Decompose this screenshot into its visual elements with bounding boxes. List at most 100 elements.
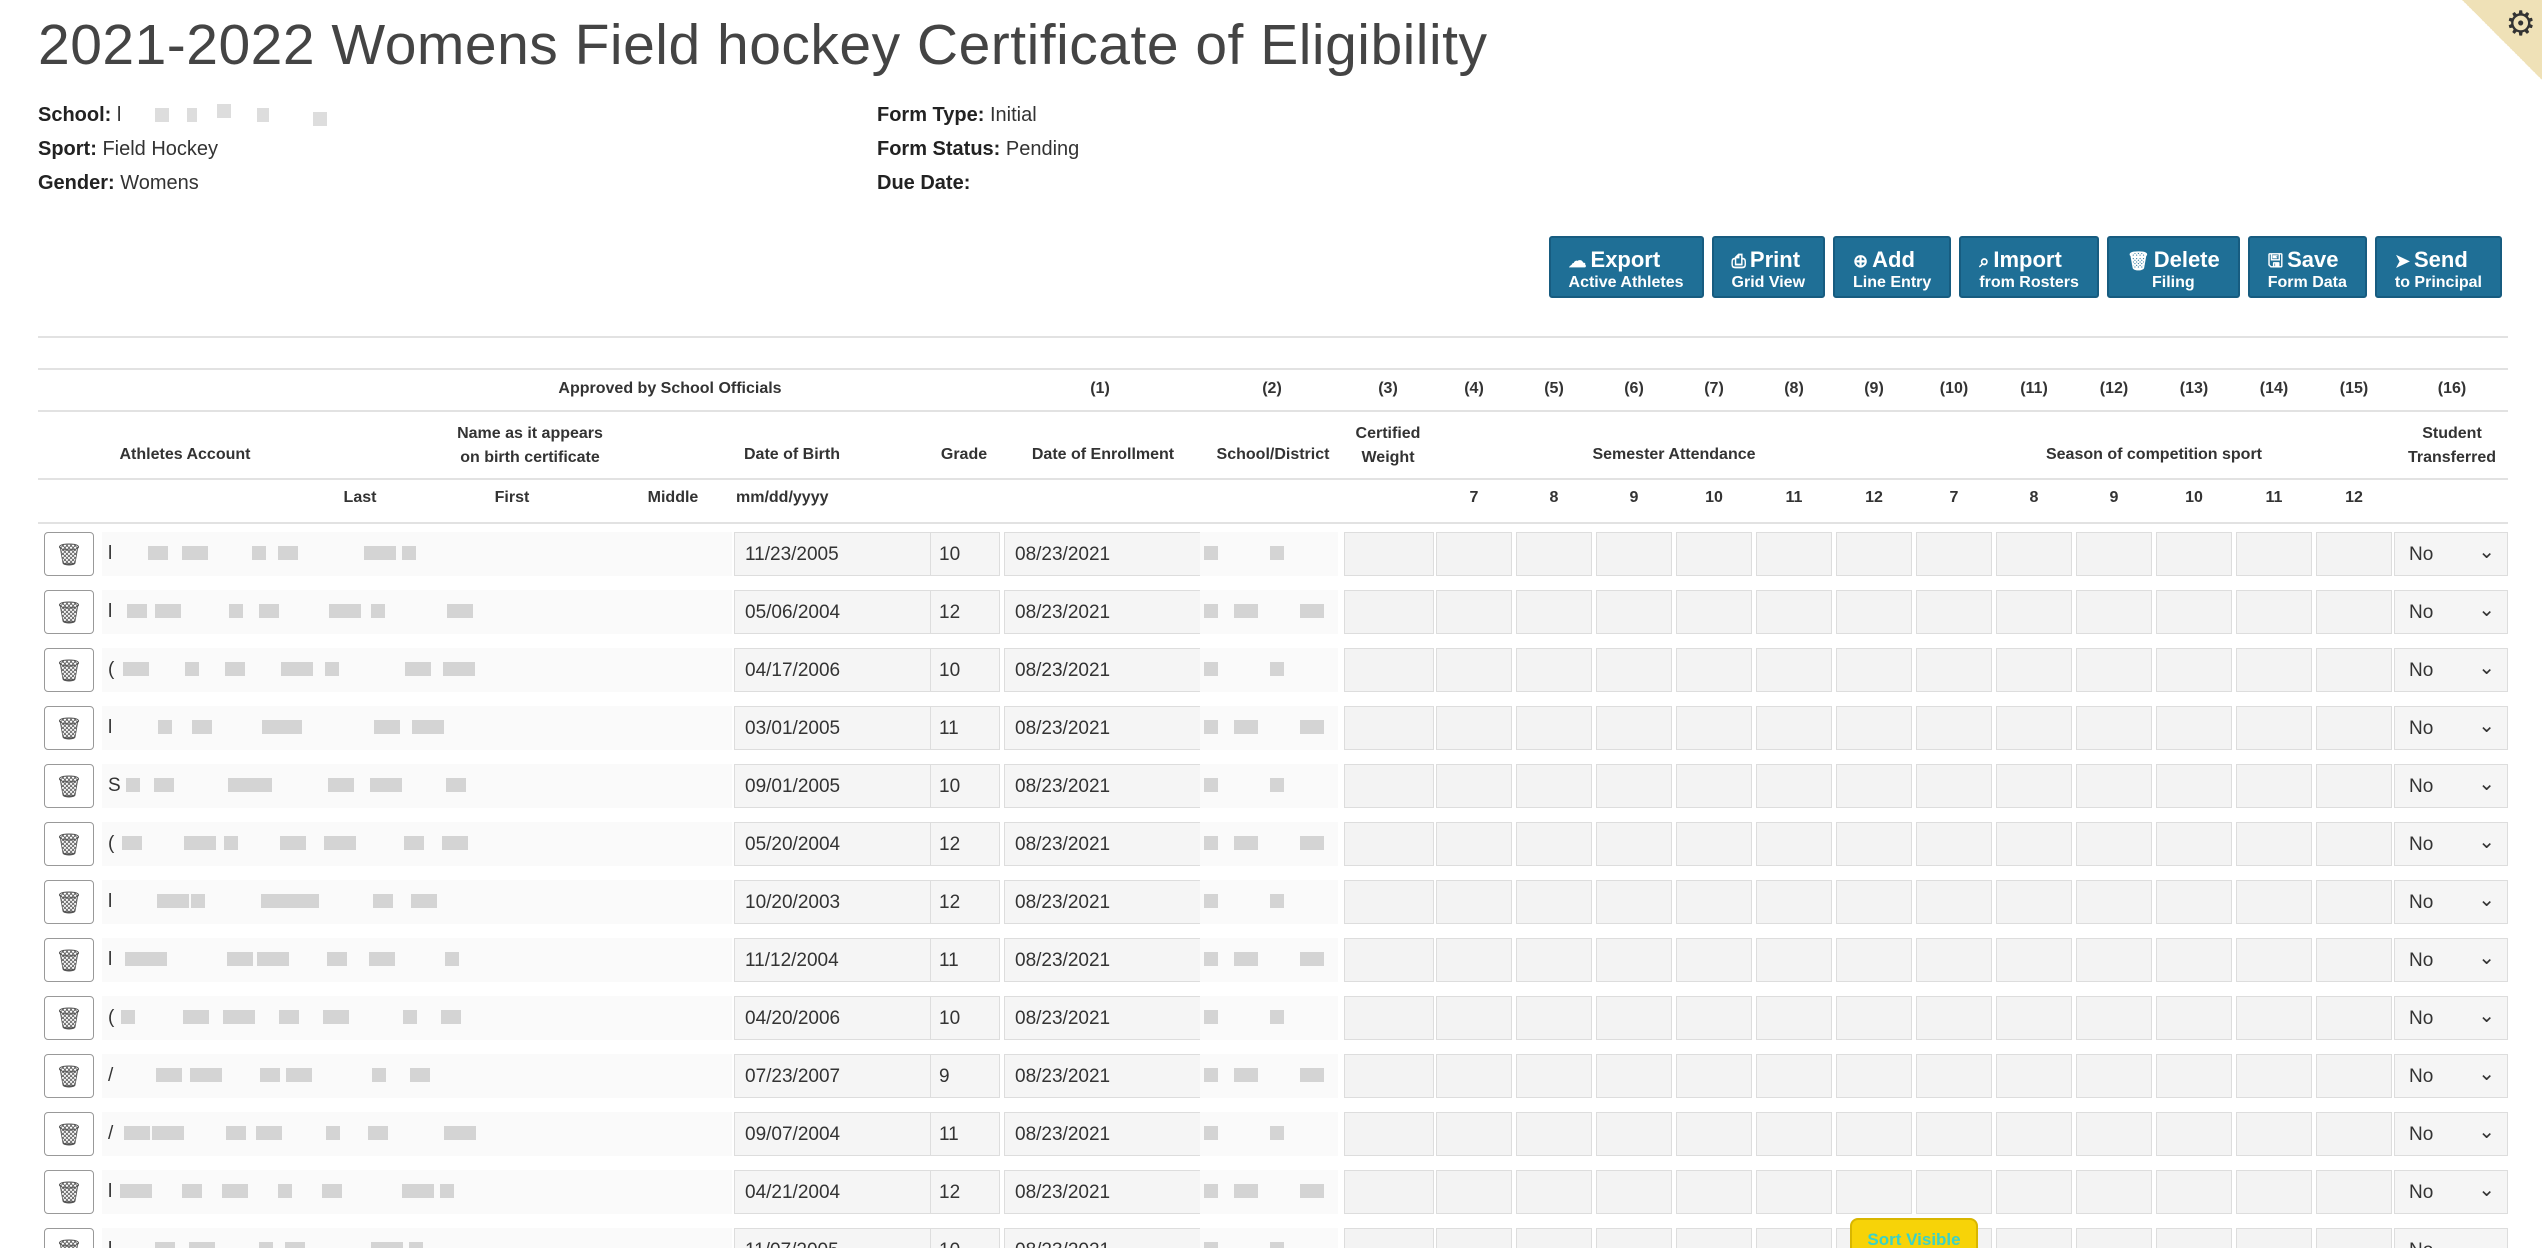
attendance-input[interactable] <box>1996 880 2072 924</box>
attendance-input[interactable] <box>1836 1054 1912 1098</box>
attendance-input[interactable] <box>2316 1170 2392 1214</box>
attendance-input[interactable] <box>1836 1112 1912 1156</box>
attendance-input[interactable] <box>2156 590 2232 634</box>
attendance-input[interactable] <box>2156 706 2232 750</box>
attendance-input[interactable] <box>1996 648 2072 692</box>
attendance-input[interactable] <box>1516 1112 1592 1156</box>
athlete-name-redacted[interactable]: l <box>102 1228 732 1248</box>
athlete-name-redacted[interactable]: ( <box>102 822 732 866</box>
attendance-input[interactable] <box>1436 1054 1512 1098</box>
attendance-input[interactable] <box>1996 1054 2072 1098</box>
attendance-input[interactable] <box>1436 1170 1512 1214</box>
athlete-name-redacted[interactable]: S <box>102 764 732 808</box>
attendance-input[interactable] <box>1596 590 1672 634</box>
attendance-input[interactable] <box>2236 532 2312 576</box>
attendance-input[interactable] <box>1836 822 1912 866</box>
attendance-input[interactable] <box>1676 996 1752 1040</box>
transferred-select[interactable]: No ⌄ <box>2394 938 2508 982</box>
save-button[interactable]: 🖫 Save Form Data <box>2247 236 2367 298</box>
transferred-select[interactable]: No ⌄ <box>2394 764 2508 808</box>
attendance-input[interactable] <box>2316 880 2392 924</box>
school-district-redacted[interactable] <box>1200 706 1338 750</box>
attendance-input[interactable] <box>1996 938 2072 982</box>
delete-row-button[interactable]: 🗑 <box>44 822 94 866</box>
enrollment-date-input[interactable]: 08/23/2021▦ <box>1004 880 1232 924</box>
enrollment-date-input[interactable]: 08/23/2021▦ <box>1004 996 1232 1040</box>
attendance-input[interactable] <box>1916 822 1992 866</box>
import-button[interactable]: ⌕ Import from Rosters <box>1959 236 2099 298</box>
certified-weight-input[interactable] <box>1344 1170 1434 1214</box>
certified-weight-input[interactable] <box>1344 590 1434 634</box>
attendance-input[interactable] <box>1676 590 1752 634</box>
grade-input[interactable]: 11 <box>930 938 1000 982</box>
certified-weight-input[interactable] <box>1344 706 1434 750</box>
dob-input[interactable]: 07/23/2007▦ <box>734 1054 962 1098</box>
attendance-input[interactable] <box>1436 648 1512 692</box>
attendance-input[interactable] <box>1836 764 1912 808</box>
athlete-name-redacted[interactable]: l <box>102 590 732 634</box>
delete-row-button[interactable]: 🗑 <box>44 1170 94 1214</box>
grade-input[interactable]: 9 <box>930 1054 1000 1098</box>
school-district-redacted[interactable] <box>1200 648 1338 692</box>
enrollment-date-input[interactable]: 08/23/2021▦ <box>1004 1170 1232 1214</box>
delete-row-button[interactable]: 🗑 <box>44 1228 94 1248</box>
attendance-input[interactable] <box>1516 1228 1592 1248</box>
attendance-input[interactable] <box>1436 532 1512 576</box>
delete-row-button[interactable]: 🗑 <box>44 996 94 1040</box>
attendance-input[interactable] <box>1676 764 1752 808</box>
grade-input[interactable]: 10 <box>930 996 1000 1040</box>
certified-weight-input[interactable] <box>1344 1228 1434 1248</box>
transferred-select[interactable]: No ⌄ <box>2394 532 2508 576</box>
attendance-input[interactable] <box>2236 764 2312 808</box>
athlete-name-redacted[interactable]: ( <box>102 996 732 1040</box>
grade-input[interactable]: 10 <box>930 1228 1000 1248</box>
add-button[interactable]: ⊕ Add Line Entry <box>1833 236 1952 298</box>
attendance-input[interactable] <box>1436 590 1512 634</box>
attendance-input[interactable] <box>1516 764 1592 808</box>
attendance-input[interactable] <box>1836 706 1912 750</box>
attendance-input[interactable] <box>1436 996 1512 1040</box>
grade-input[interactable]: 11 <box>930 1112 1000 1156</box>
attendance-input[interactable] <box>2316 532 2392 576</box>
transferred-select[interactable]: No ⌄ <box>2394 1112 2508 1156</box>
attendance-input[interactable] <box>1916 764 1992 808</box>
school-district-redacted[interactable] <box>1200 880 1338 924</box>
attendance-input[interactable] <box>1676 1228 1752 1248</box>
dob-input[interactable]: 04/21/2004▦ <box>734 1170 962 1214</box>
attendance-input[interactable] <box>1516 648 1592 692</box>
attendance-input[interactable] <box>2076 706 2152 750</box>
attendance-input[interactable] <box>1516 532 1592 576</box>
attendance-input[interactable] <box>2156 822 2232 866</box>
attendance-input[interactable] <box>1596 706 1672 750</box>
school-district-redacted[interactable] <box>1200 1054 1338 1098</box>
enrollment-date-input[interactable]: 08/23/2021▦ <box>1004 822 1232 866</box>
school-district-redacted[interactable] <box>1200 996 1338 1040</box>
attendance-input[interactable] <box>1596 764 1672 808</box>
attendance-input[interactable] <box>2316 764 2392 808</box>
attendance-input[interactable] <box>1756 996 1832 1040</box>
certified-weight-input[interactable] <box>1344 1112 1434 1156</box>
attendance-input[interactable] <box>1836 648 1912 692</box>
dob-input[interactable]: 10/20/2003▦ <box>734 880 962 924</box>
attendance-input[interactable] <box>1756 648 1832 692</box>
attendance-input[interactable] <box>2316 996 2392 1040</box>
attendance-input[interactable] <box>1916 1112 1992 1156</box>
attendance-input[interactable] <box>1436 706 1512 750</box>
certified-weight-input[interactable] <box>1344 764 1434 808</box>
attendance-input[interactable] <box>1676 706 1752 750</box>
attendance-input[interactable] <box>2076 1112 2152 1156</box>
school-district-redacted[interactable] <box>1200 532 1338 576</box>
certified-weight-input[interactable] <box>1344 880 1434 924</box>
attendance-input[interactable] <box>1756 590 1832 634</box>
grade-input[interactable]: 10 <box>930 532 1000 576</box>
attendance-input[interactable] <box>1836 1170 1912 1214</box>
attendance-input[interactable] <box>2236 938 2312 982</box>
attendance-input[interactable] <box>1916 1054 1992 1098</box>
attendance-input[interactable] <box>2156 532 2232 576</box>
grade-input[interactable]: 12 <box>930 590 1000 634</box>
enrollment-date-input[interactable]: 08/23/2021▦ <box>1004 1228 1232 1248</box>
enrollment-date-input[interactable]: 08/23/2021▦ <box>1004 1112 1232 1156</box>
attendance-input[interactable] <box>1436 1112 1512 1156</box>
transferred-select[interactable]: No ⌄ <box>2394 1054 2508 1098</box>
attendance-input[interactable] <box>1916 590 1992 634</box>
